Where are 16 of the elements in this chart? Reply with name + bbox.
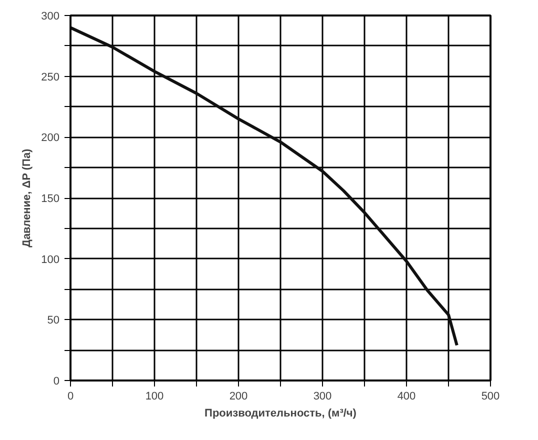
- y-axis-title: Давление, ΔP (Па): [21, 148, 34, 248]
- y-tick-label: 50: [47, 314, 60, 327]
- y-tick-label: 300: [41, 10, 60, 22]
- y-tick-label: 0: [53, 376, 60, 388]
- y-tick-label: 100: [41, 254, 60, 266]
- x-tick-label: 400: [397, 390, 416, 402]
- x-tick-label: 0: [67, 390, 74, 402]
- y-tick-label: 200: [41, 132, 60, 144]
- y-tick-label: 150: [41, 193, 60, 205]
- y-tick-label: 250: [41, 71, 60, 84]
- x-tick-label: 500: [481, 390, 500, 402]
- line-series: [70, 26, 458, 347]
- x-tick-label: 300: [313, 390, 332, 402]
- x-axis-title: Производительность, (м³/ч): [204, 408, 357, 420]
- x-tick-label: 200: [229, 390, 248, 402]
- x-tick-label: 100: [145, 390, 164, 402]
